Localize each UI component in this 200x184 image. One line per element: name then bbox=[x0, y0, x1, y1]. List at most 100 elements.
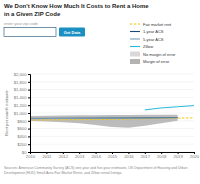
button-label[interactable]: Get Data bbox=[64, 30, 81, 35]
line bbox=[30, 117, 178, 119]
band bbox=[30, 115, 178, 128]
x-tick-label: 2019 bbox=[173, 154, 183, 159]
title: We Don't Know How Much It Costs to Rent … bbox=[4, 3, 149, 9]
get-data-button[interactable]: Get Data bbox=[59, 28, 85, 37]
legend-item: 1-year ACS bbox=[130, 29, 164, 34]
y-tick-label: $0 bbox=[22, 150, 27, 155]
legend-item: Margin of error bbox=[130, 59, 170, 64]
x-tick: 2016 bbox=[124, 152, 134, 159]
chart: We Don't Know How Much It Costs to Rent … bbox=[0, 0, 200, 184]
legend-label: Fair market rent bbox=[143, 22, 172, 27]
grid-line bbox=[30, 74, 194, 75]
legend-swatch bbox=[130, 31, 140, 32]
tick-mark bbox=[28, 90, 30, 91]
x-tick-label: 2015 bbox=[108, 154, 118, 159]
y-tick-label: $600 bbox=[17, 126, 27, 131]
tick-mark bbox=[28, 97, 30, 98]
y-tick-label: $1,800 bbox=[14, 80, 27, 85]
legend-swatch bbox=[130, 38, 140, 39]
tick-mark bbox=[28, 121, 30, 122]
x-tick: 2010 bbox=[26, 152, 36, 159]
x-tick: 2013 bbox=[75, 152, 85, 159]
y-tick-label: $800 bbox=[17, 119, 27, 124]
x-tick-label: 2017 bbox=[141, 154, 151, 159]
legend-label: Zillow bbox=[143, 44, 153, 49]
y-tick-label: $2,000 bbox=[14, 72, 27, 77]
grid-line bbox=[30, 144, 194, 145]
x-tick: 2020 bbox=[190, 152, 200, 159]
y-tick: $400 bbox=[17, 134, 30, 139]
legend: Fair market rent 1-year ACS 5-year ACS Zill… bbox=[130, 22, 176, 65]
legend-item: Zillow bbox=[130, 44, 153, 49]
y-tick: $800 bbox=[17, 119, 30, 124]
y-tick: $600 bbox=[17, 126, 30, 131]
button-background[interactable] bbox=[59, 28, 85, 37]
x-tick: 2017 bbox=[141, 152, 151, 159]
tick-mark bbox=[28, 82, 30, 83]
y-tick-label: $1,400 bbox=[14, 95, 27, 100]
legend-label: Margin of error bbox=[143, 59, 170, 64]
line bbox=[145, 106, 194, 110]
grid-line bbox=[30, 81, 194, 82]
line bbox=[30, 118, 194, 120]
grid-line bbox=[30, 128, 194, 129]
grid-line bbox=[30, 89, 194, 90]
x-tick: 2012 bbox=[59, 152, 69, 159]
y-tick: $0 bbox=[22, 150, 30, 155]
x-tick: 2015 bbox=[108, 152, 118, 159]
grid-line bbox=[30, 97, 194, 98]
y-tick: $1,600 bbox=[14, 87, 30, 92]
legend-item: 5-year ACS bbox=[130, 37, 164, 42]
legend-swatch bbox=[130, 23, 140, 24]
tick-mark bbox=[28, 144, 30, 145]
x-tick: 2014 bbox=[91, 152, 101, 159]
tick-mark bbox=[28, 113, 30, 114]
tick-mark bbox=[28, 152, 30, 153]
x-tick-label: 2010 bbox=[26, 154, 36, 159]
legend-swatch bbox=[130, 59, 140, 64]
y-tick: $1,800 bbox=[14, 80, 30, 85]
source-note: Development (HUD) Small Area Fair Market… bbox=[4, 171, 122, 175]
y-tick-label: $1,000 bbox=[14, 111, 27, 116]
grid-line bbox=[30, 136, 194, 137]
y-tick-label: $1,600 bbox=[14, 87, 27, 92]
line bbox=[30, 117, 178, 119]
y-tick: $200 bbox=[17, 142, 30, 147]
x-tick: 2019 bbox=[173, 152, 183, 159]
x-tick-label: 2013 bbox=[75, 154, 85, 159]
y-axis: $0 $200 $400 $600 $800 $1,000 $1,200 $1,400 $1,6… bbox=[14, 72, 31, 155]
x-tick-label: 2016 bbox=[124, 154, 134, 159]
y-tick: $1,200 bbox=[14, 103, 30, 108]
legend-swatch bbox=[130, 46, 140, 47]
x-tick-label: 2012 bbox=[59, 154, 69, 159]
title: in a Given ZIP Code bbox=[4, 11, 61, 17]
x-tick-label: 2018 bbox=[157, 154, 167, 159]
plot-area bbox=[30, 106, 194, 128]
x-tick: 2018 bbox=[157, 152, 167, 159]
source-note: Sources: American Community Survey (ACS)… bbox=[4, 166, 187, 170]
legend-item: No margin of error bbox=[130, 52, 176, 57]
x-tick-label: 2011 bbox=[42, 154, 52, 159]
y-tick-label: $200 bbox=[17, 142, 27, 147]
zip-input[interactable] bbox=[4, 28, 56, 37]
legend-item: Fair market rent bbox=[130, 22, 172, 27]
tick-mark bbox=[28, 74, 30, 75]
x-tick-label: 2020 bbox=[190, 154, 200, 159]
x-axis: 2010 2011 2012 2013 2014 2015 2016 2017 2018 2019… bbox=[26, 152, 200, 159]
y-tick: $1,000 bbox=[14, 111, 30, 116]
tick-mark bbox=[28, 129, 30, 130]
y-tick-label: $1,200 bbox=[14, 103, 27, 108]
input-label: enter your zip code bbox=[4, 21, 39, 26]
legend-label: 5-year ACS bbox=[143, 37, 164, 42]
axis-line bbox=[28, 75, 31, 153]
y-tick: $1,400 bbox=[14, 95, 30, 100]
tick-mark bbox=[28, 105, 30, 106]
x-tick-label: 2014 bbox=[91, 154, 101, 159]
legend-label: 1-year ACS bbox=[143, 29, 164, 34]
tick-mark bbox=[28, 136, 30, 137]
x-tick: 2011 bbox=[42, 152, 52, 159]
grid bbox=[30, 74, 194, 152]
y-tick-label: $400 bbox=[17, 134, 27, 139]
legend-label: No margin of error bbox=[143, 52, 176, 57]
legend-swatch bbox=[130, 52, 140, 57]
